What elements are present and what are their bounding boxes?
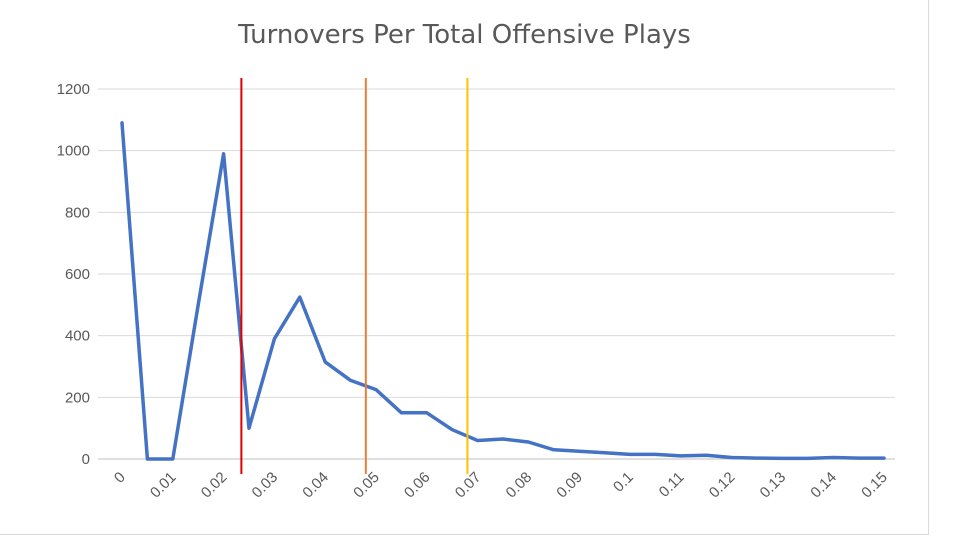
x-tick-label: 0.1 bbox=[610, 469, 637, 496]
gridlines bbox=[98, 88, 895, 460]
x-tick-label: 0.08 bbox=[503, 469, 536, 502]
x-tick-label: 0.06 bbox=[401, 469, 434, 502]
x-tick-label: 0 bbox=[111, 469, 129, 487]
y-tick-label: 1000 bbox=[57, 143, 90, 160]
y-tick-label: 600 bbox=[65, 266, 90, 283]
x-tick-label: 0.12 bbox=[706, 469, 739, 502]
series-group bbox=[120, 121, 886, 461]
x-tick-label: 0.01 bbox=[147, 469, 180, 502]
x-axis-ticks: 0 0.01 0.02 0.03 0.04 0.05 0.06 0.07 0.08 0.09 0.1… bbox=[111, 469, 891, 502]
x-tick-label: 0.02 bbox=[198, 469, 231, 502]
reference-lines bbox=[240, 78, 469, 474]
x-tick-label: 0.14 bbox=[807, 469, 840, 502]
series-line bbox=[120, 121, 886, 461]
y-tick-label: 200 bbox=[65, 389, 90, 406]
x-tick-label: 0.13 bbox=[757, 469, 790, 502]
y-tick-label: 1200 bbox=[57, 81, 90, 98]
x-tick-label: 0.11 bbox=[656, 469, 688, 501]
y-tick-label: 800 bbox=[65, 204, 90, 221]
y-tick-label: 0 bbox=[82, 451, 90, 468]
x-tick-label: 0.04 bbox=[299, 469, 332, 502]
x-tick-label: 0.09 bbox=[553, 469, 586, 502]
x-tick-label: 0.15 bbox=[858, 469, 891, 502]
y-tick-label: 400 bbox=[65, 328, 90, 345]
y-axis-ticks: 0 200 400 600 800 1000 1200 bbox=[57, 81, 90, 468]
x-tick-label: 0.03 bbox=[249, 469, 282, 502]
chart-title: Turnovers Per Total Offensive Plays bbox=[238, 20, 691, 50]
